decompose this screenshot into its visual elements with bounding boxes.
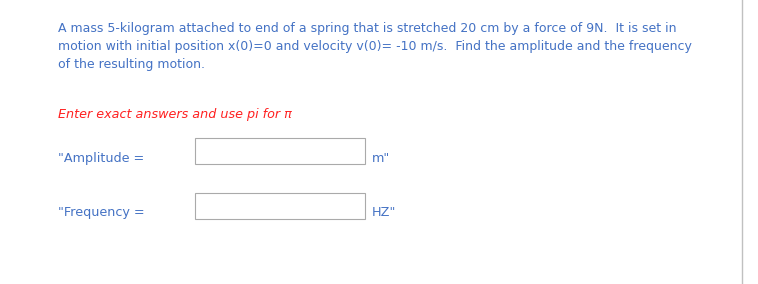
Text: Enter exact answers and use pi for π: Enter exact answers and use pi for π	[58, 108, 292, 121]
Bar	[195, 193, 365, 219]
Text: m": m"	[372, 152, 390, 165]
Text: "Amplitude =: "Amplitude =	[58, 152, 144, 165]
Text: of the resulting motion.: of the resulting motion.	[58, 58, 205, 71]
Bar	[195, 138, 365, 164]
Text: A mass 5-kilogram attached to end of a spring that is stretched 20 cm by a force: A mass 5-kilogram attached to end of a s…	[58, 22, 676, 35]
Text: HZ": HZ"	[372, 206, 396, 219]
Text: "Frequency =: "Frequency =	[58, 206, 145, 219]
Text: motion with initial position x(0)=0 and velocity v(0)= -10 m/s.  Find the amplit: motion with initial position x(0)=0 and …	[58, 40, 692, 53]
